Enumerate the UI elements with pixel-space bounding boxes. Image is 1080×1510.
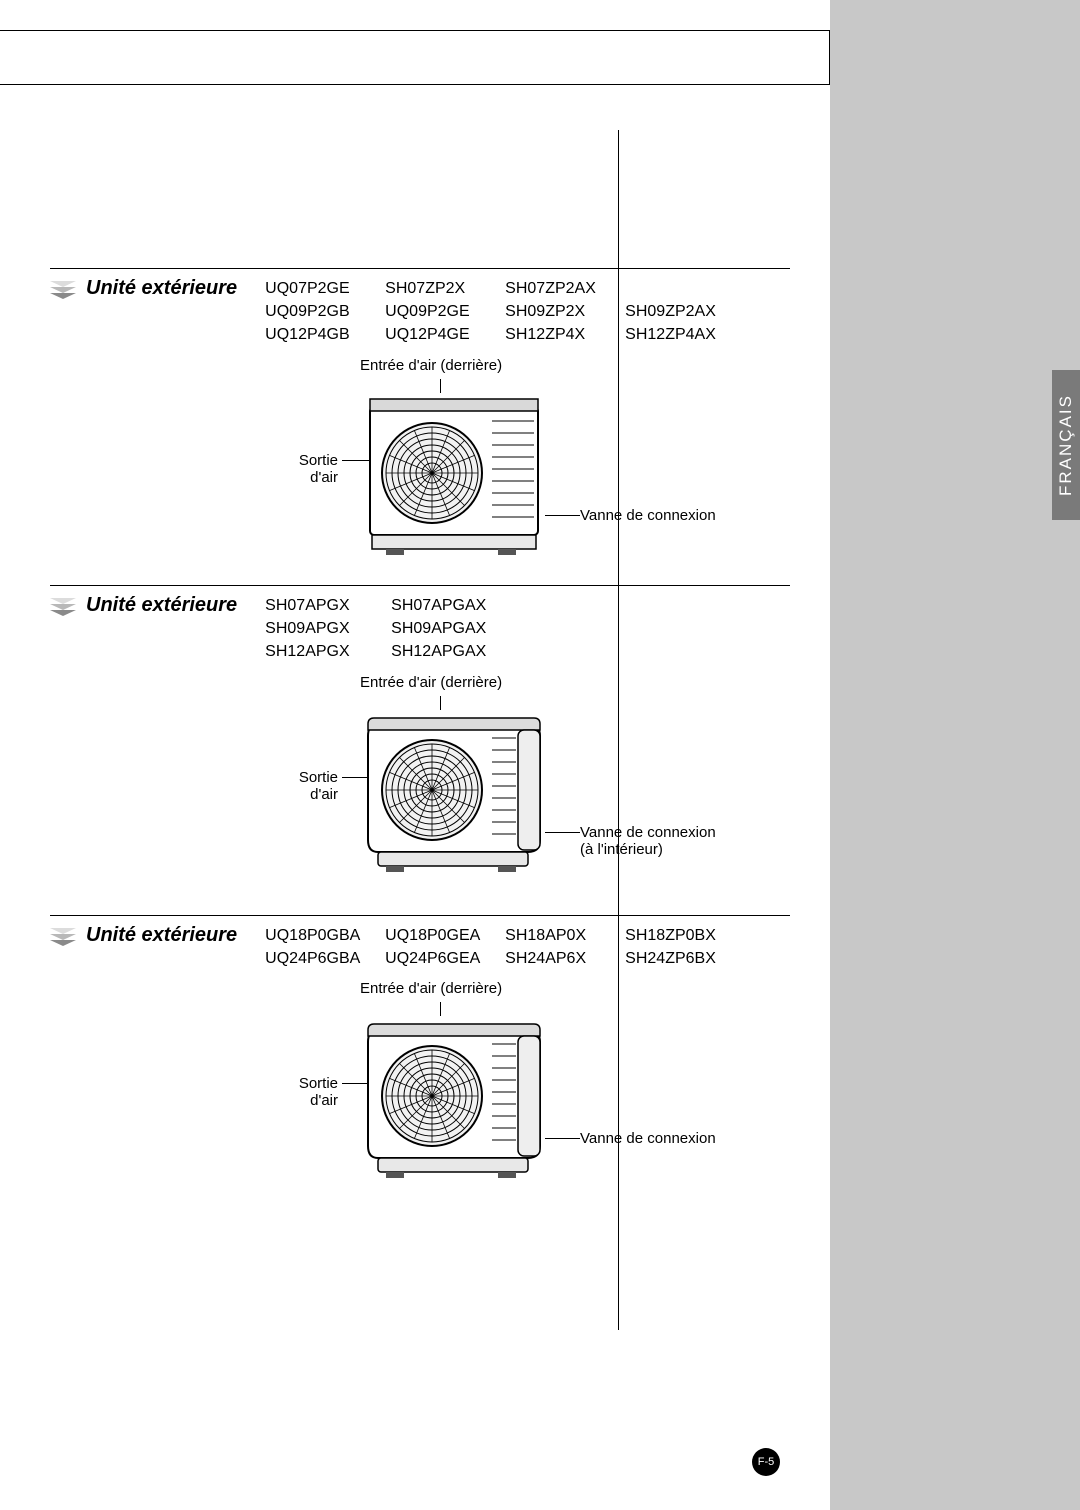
model-row: SH12APGXSH12APGAX [265,640,517,663]
title-frame [0,30,830,85]
air-out-line2: d'air [310,1092,338,1109]
model-cell: SH18ZP0BX [625,924,745,947]
valve-label: Vanne de connexion [580,1130,780,1147]
model-cell: SH12APGX [265,640,391,663]
model-cell: SH12APGAX [391,640,517,663]
air-out-line2: d'air [310,469,338,486]
callout-line [545,832,580,833]
model-cell: SH12ZP4AX [625,323,745,346]
page-number-badge: F-5 [752,1448,780,1476]
air-outlet-label: Sortie d'air [288,452,338,486]
section-title: Unité extérieure [86,277,237,300]
model-row: UQ18P0GBAUQ18P0GEASH18AP0XSH18ZP0BX [265,924,745,947]
language-tab: FRANÇAIS [1052,370,1080,520]
model-list: UQ07P2GESH07ZP2XSH07ZP2AXUQ09P2GBUQ09P2G… [265,277,745,347]
section-header: Unité extérieure SH07APGXSH07APGAXSH09AP… [50,594,790,664]
model-cell: SH18AP0X [505,924,625,947]
section-rule [50,585,790,586]
model-row: UQ24P6GBAUQ24P6GEASH24AP6XSH24ZP6BX [265,947,745,970]
language-label: FRANÇAIS [1056,394,1076,496]
diagram: Entrée d'air (derrière) Sortie d'air Van… [50,357,790,587]
model-cell: SH09ZP2X [505,300,625,323]
unit-section: Unité extérieure SH07APGXSH07APGAXSH09AP… [50,585,790,904]
model-cell: UQ18P0GBA [265,924,385,947]
model-row: UQ09P2GBUQ09P2GESH09ZP2XSH09ZP2AX [265,300,745,323]
model-row: SH09APGXSH09APGAX [265,617,517,640]
model-list: UQ18P0GBAUQ18P0GEASH18AP0XSH18ZP0BXUQ24P… [265,924,745,970]
valve-label: Vanne de connexion (à l'intérieur) [580,824,780,858]
model-row: UQ12P4GBUQ12P4GESH12ZP4XSH12ZP4AX [265,323,745,346]
model-cell: UQ12P4GE [385,323,505,346]
model-cell: SH07APGX [265,594,391,617]
valve-text: Vanne de connexion [580,507,780,524]
model-cell: SH07APGAX [391,594,517,617]
chevron-down-icon [50,281,76,299]
air-out-line1: Sortie [299,452,338,469]
section-header: Unité extérieure UQ18P0GBAUQ18P0GEASH18A… [50,924,790,970]
diagram: Entrée d'air (derrière) Sortie d'air Van… [50,980,790,1210]
model-row: UQ07P2GESH07ZP2XSH07ZP2AX [265,277,745,300]
model-cell: SH07ZP2AX [505,277,625,300]
air-out-line1: Sortie [299,769,338,786]
model-cell: SH09ZP2AX [625,300,745,323]
model-cell: SH09APGAX [391,617,517,640]
outdoor-unit-diagram [360,1012,560,1182]
valve-extra-label: (à l'intérieur) [580,841,780,858]
model-list: SH07APGXSH07APGAXSH09APGXSH09APGAXSH12AP… [265,594,517,664]
model-cell: SH07ZP2X [385,277,505,300]
callout-line [545,515,580,516]
unit-section: Unité extérieure UQ07P2GESH07ZP2XSH07ZP2… [50,268,790,587]
model-cell: UQ07P2GE [265,277,385,300]
outdoor-unit-diagram [360,389,560,559]
section-title: Unité extérieure [86,594,237,617]
diagram: Entrée d'air (derrière) Sortie d'air Van… [50,674,790,904]
outdoor-unit-diagram [360,706,560,876]
valve-text: Vanne de connexion [580,824,780,841]
air-outlet-label: Sortie d'air [288,1075,338,1109]
model-cell [625,277,745,300]
section-header: Unité extérieure UQ07P2GESH07ZP2XSH07ZP2… [50,277,790,347]
page: Unité extérieure UQ07P2GESH07ZP2XSH07ZP2… [0,0,830,1510]
model-cell: UQ12P4GB [265,323,385,346]
section-rule [50,915,790,916]
model-cell: UQ24P6GEA [385,947,505,970]
valve-label: Vanne de connexion [580,507,780,524]
model-cell: UQ09P2GB [265,300,385,323]
model-cell: UQ09P2GE [385,300,505,323]
unit-section: Unité extérieure UQ18P0GBAUQ18P0GEASH18A… [50,915,790,1210]
model-cell: SH24AP6X [505,947,625,970]
model-cell: SH12ZP4X [505,323,625,346]
air-outlet-label: Sortie d'air [288,769,338,803]
air-inlet-label: Entrée d'air (derrière) [360,357,502,374]
section-rule [50,268,790,269]
air-inlet-label: Entrée d'air (derrière) [360,674,502,691]
model-cell: SH24ZP6BX [625,947,745,970]
model-cell: SH09APGX [265,617,391,640]
model-cell: UQ24P6GBA [265,947,385,970]
chevron-down-icon [50,928,76,946]
air-out-line2: d'air [310,786,338,803]
chevron-down-icon [50,598,76,616]
air-inlet-label: Entrée d'air (derrière) [360,980,502,997]
section-title: Unité extérieure [86,924,237,947]
callout-line [545,1138,580,1139]
model-cell: UQ18P0GEA [385,924,505,947]
page-number: F-5 [758,1456,775,1468]
valve-text: Vanne de connexion [580,1130,780,1147]
model-row: SH07APGXSH07APGAX [265,594,517,617]
air-out-line1: Sortie [299,1075,338,1092]
